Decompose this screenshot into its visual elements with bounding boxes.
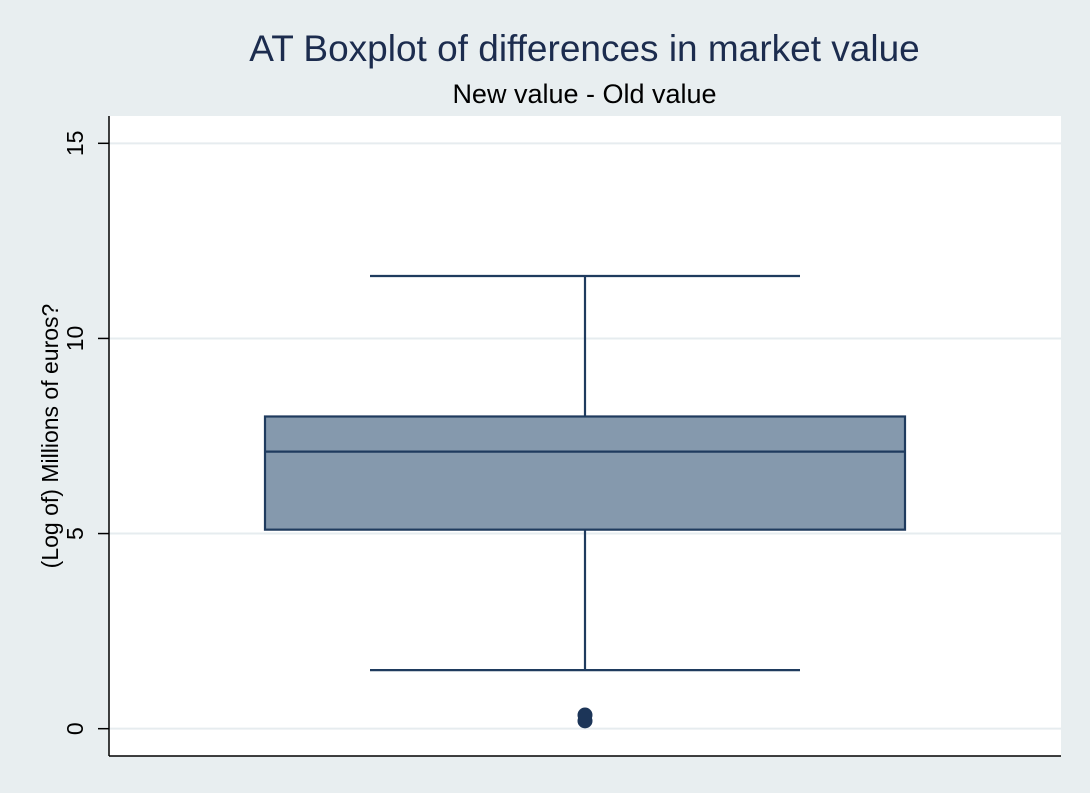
y-tick-label: 15 [62,131,88,157]
y-tick-label: 10 [62,326,88,352]
chart-subtitle: New value - Old value [452,79,717,109]
outlier-point [577,707,593,723]
interquartile-box [263,415,907,531]
box-plot [263,274,907,729]
y-tick-label: 5 [62,527,88,540]
y-tick-label: 0 [62,722,88,735]
y-axis-title: (Log of) Millions of euros? [37,304,63,569]
chart-title: AT Boxplot of differences in market valu… [249,28,920,69]
y-axis: 0 5 10 15 [62,116,110,756]
